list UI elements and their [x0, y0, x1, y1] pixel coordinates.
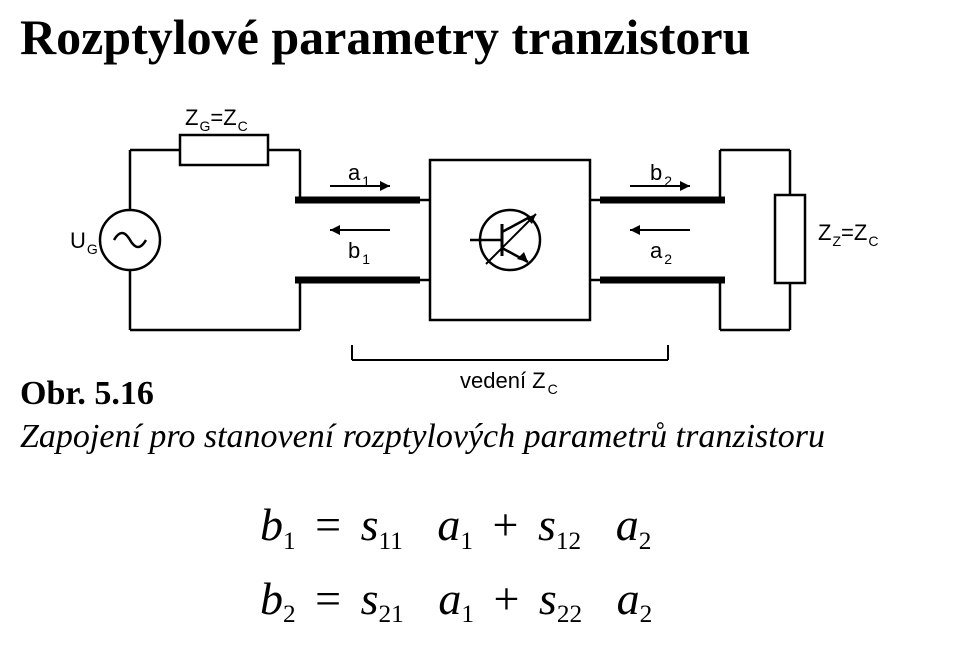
formula-row-2: b2 = s21 a1 + s22 a2: [260, 562, 652, 636]
a2-arrow: [630, 225, 690, 235]
ac-wave-icon: [114, 233, 146, 247]
transistor-icon: [470, 210, 540, 270]
a1-label: a1: [348, 160, 370, 189]
zz-box: [775, 195, 805, 283]
formulas: b1 = s11 a1 + s12 a2 b2 = s21 a1 + s22 a…: [260, 488, 652, 635]
vedeni-label: vedení ZC: [460, 368, 558, 397]
ug-label: UG: [70, 228, 98, 257]
page: Rozptylové parametry tranzistoru UG ZG=Z…: [0, 0, 960, 660]
zz-label: ZZ=ZC: [818, 220, 878, 249]
a2-label: a2: [650, 238, 672, 267]
page-title: Rozptylové parametry tranzistoru: [20, 8, 750, 66]
b1-label: b1: [348, 238, 370, 267]
zg-label: ZG=ZC: [185, 105, 248, 134]
figure-caption: Zapojení pro stanovení rozptylových para…: [20, 418, 825, 456]
b2-label: b2: [650, 160, 672, 189]
circuit-diagram: UG ZG=ZC a1 b1: [70, 80, 890, 400]
figure-number: Obr. 5.16: [20, 375, 154, 413]
formula-row-1: b1 = s11 a1 + s12 a2: [260, 488, 652, 562]
b1-arrow: [330, 225, 390, 235]
zg-box: [180, 135, 268, 165]
